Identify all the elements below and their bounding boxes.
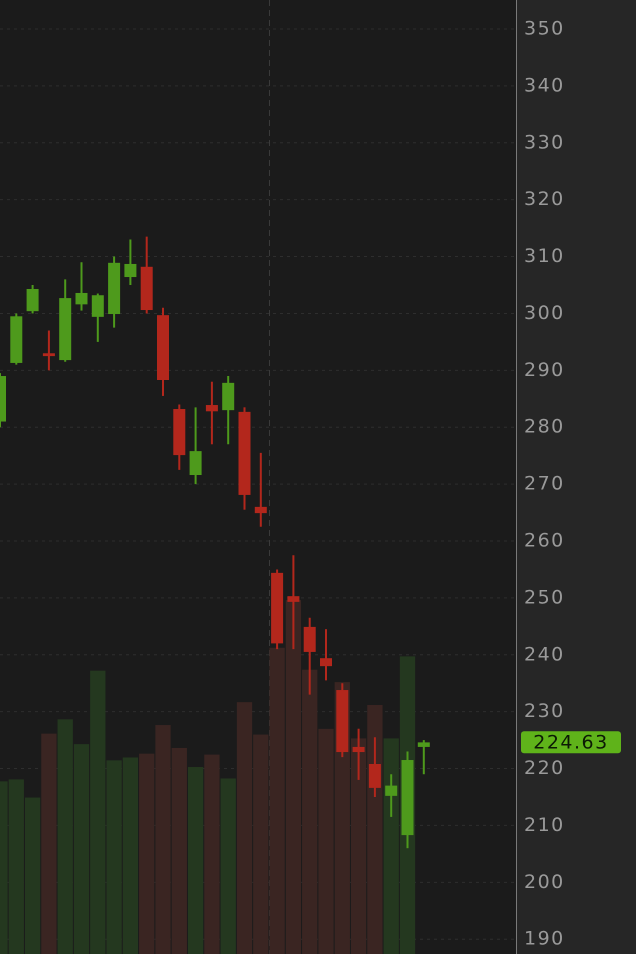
candle-body [42,353,55,357]
y-tick-label: 220 [524,757,565,779]
candle-body [124,263,137,278]
y-tick-label: 230 [524,700,565,722]
candle-body [140,266,153,311]
volume-bar [57,719,73,954]
candle-body [287,596,300,602]
candle-body [157,315,169,381]
y-tick-label: 210 [524,814,565,836]
volume-bar [171,747,187,954]
y-tick-label: 350 [524,18,565,40]
volume-bar [253,734,269,954]
candle-body [189,451,202,476]
candle-body [0,376,6,422]
candle-body [205,405,218,412]
candle-body [59,298,72,361]
candle-body [303,626,316,652]
candle-body [271,572,284,644]
y-tick-label: 290 [524,359,565,381]
volume-bar [302,669,318,954]
candle-body [385,785,398,796]
last-price-label: 224.63 [533,732,608,754]
candle-body [238,411,251,495]
y-tick-label: 310 [524,245,565,267]
candle-body [75,292,88,305]
y-tick-label: 200 [524,871,565,893]
volume-bar [41,733,57,954]
volume-bar [90,670,106,954]
volume-bar [350,738,367,954]
y-tick-label: 270 [524,473,565,495]
candle-body [368,763,381,788]
volume-bar [106,760,122,954]
candle-body [26,288,39,312]
candle-body [91,295,104,317]
y-tick-label: 280 [524,416,565,438]
volume-bar [24,797,41,954]
volume-bar [0,781,8,954]
volume-bar [187,767,204,954]
volume-bar [8,779,24,954]
candle-body [417,742,430,747]
y-tick-label: 240 [524,643,565,665]
volume-bar [285,600,302,954]
volume-bar [269,647,285,954]
candle-body [222,382,235,411]
volume-bar [236,702,253,954]
candle-body [173,409,186,456]
y-tick-label: 340 [524,74,565,96]
volume-bar [318,728,334,954]
volume-bar [139,753,155,954]
candle-body [336,690,349,753]
candle-body [108,262,121,315]
candle-body [401,760,414,836]
volume-bar [204,754,220,954]
volume-bar [155,725,171,954]
price-axis-panel [516,0,636,954]
y-tick-label: 330 [524,131,565,153]
candle-body [352,746,365,753]
volume-bar [73,744,90,954]
volume-bar [383,738,399,954]
candle-body [10,316,23,363]
y-tick-label: 190 [524,928,565,950]
candle-body [320,658,332,667]
y-tick-label: 260 [524,529,565,551]
volume-bar [220,778,236,954]
volume-bar [122,757,139,954]
y-tick-label: 300 [524,302,565,324]
last-price-box [521,731,621,754]
y-tick-label: 320 [524,188,565,210]
y-tick-label: 250 [524,586,565,608]
candle-body [254,506,267,514]
